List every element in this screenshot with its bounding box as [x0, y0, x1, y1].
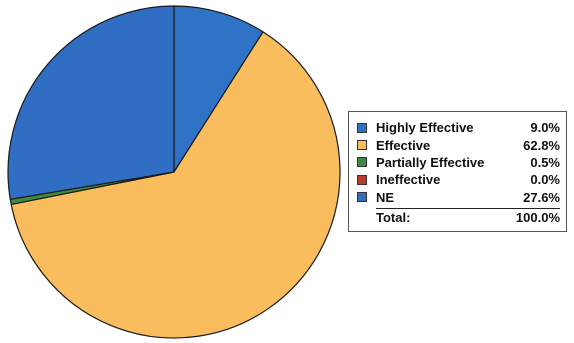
- legend-swatch-ne: [357, 192, 367, 203]
- legend-swatch-partially-effective: [357, 157, 367, 168]
- legend-swatch-ineffective: [357, 174, 367, 185]
- legend-total-label: Total:: [376, 209, 411, 225]
- legend-total-row: Total: 100.0%: [376, 207, 560, 226]
- legend-swatch-highly-effective: [357, 122, 367, 133]
- legend: Highly Effective 9.0% Effective 62.8% Partia…: [348, 111, 567, 232]
- legend-value-ne: 27.6%: [523, 189, 560, 205]
- legend-swatch-effective: [357, 140, 367, 151]
- pie-slice-highly-effective: [173, 5, 264, 173]
- pie-slice-ne: [7, 5, 175, 200]
- legend-label-highly-effective: Highly Effective: [376, 120, 474, 136]
- legend-rows: Highly Effective 9.0% Effective 62.8% Partia…: [357, 119, 560, 206]
- pie-slice-effective: [10, 31, 341, 339]
- legend-item-effective: Effective 62.8%: [357, 136, 560, 153]
- legend-label-ne: NE: [376, 189, 395, 205]
- legend-item-highly-effective: Highly Effective 9.0%: [357, 119, 560, 136]
- legend-item-ne: NE 27.6%: [357, 189, 560, 206]
- legend-item-ineffective: Ineffective 0.0%: [357, 171, 560, 188]
- legend-value-highly-effective: 9.0%: [530, 120, 560, 136]
- legend-value-partially-effective: 0.5%: [530, 154, 560, 170]
- legend-value-effective: 62.8%: [523, 137, 560, 153]
- legend-label-effective: Effective: [376, 137, 431, 153]
- legend-label-partially-effective: Partially Effective: [376, 154, 485, 170]
- legend-label-ineffective: Ineffective: [376, 172, 441, 188]
- legend-value-ineffective: 0.0%: [530, 172, 560, 188]
- legend-item-partially-effective: Partially Effective 0.5%: [357, 154, 560, 171]
- legend-total-value: 100.0%: [515, 209, 560, 225]
